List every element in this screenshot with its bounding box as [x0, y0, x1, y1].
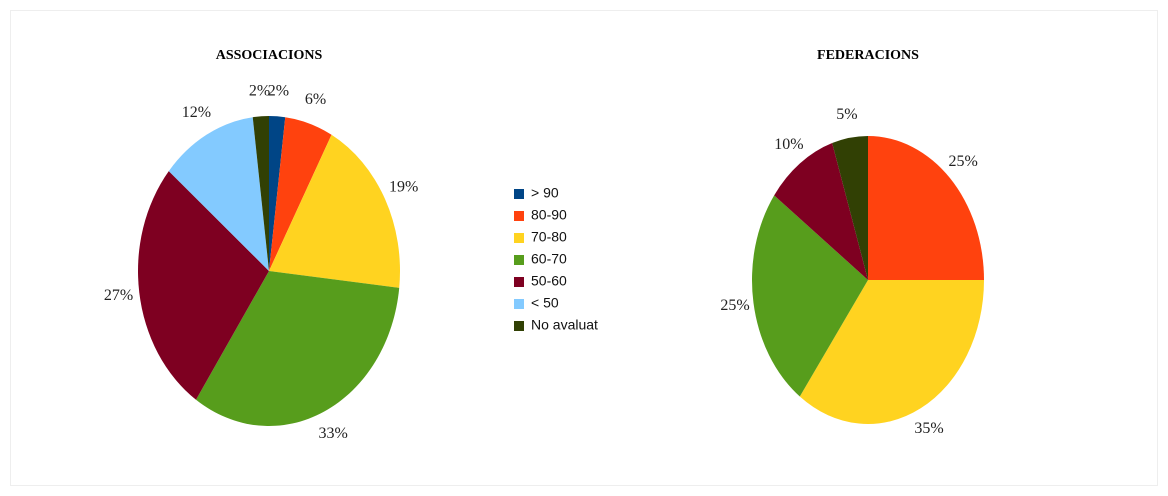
legend-swatch [514, 255, 524, 265]
data-label: 5% [836, 106, 857, 123]
legend-swatch [514, 321, 524, 331]
legend-label: 80-90 [531, 207, 567, 223]
data-label-value: 27 [104, 287, 120, 304]
pie-slice [832, 136, 868, 280]
data-label-unit: % [313, 90, 326, 107]
data-label: 27% [104, 287, 133, 304]
pie-slice [196, 271, 400, 427]
data-label: 25% [948, 153, 977, 170]
chart-title: ASSOCIACIONS [216, 48, 323, 63]
data-label: 2% [268, 82, 289, 99]
pie-slice [269, 134, 400, 288]
data-label-unit: % [276, 82, 289, 99]
data-label-value: 5 [836, 106, 844, 123]
legend-label: < 50 [531, 295, 559, 311]
pie-slice [774, 143, 868, 280]
data-label: 35% [914, 420, 943, 437]
data-label-value: 6 [305, 90, 313, 107]
data-label-unit: % [736, 297, 749, 314]
data-label-value: 25 [948, 153, 964, 170]
pie-slice [137, 171, 269, 400]
data-label-unit: % [198, 104, 211, 121]
data-label-value: 10 [774, 136, 790, 153]
legend-label: 60-70 [531, 251, 567, 267]
pie-slice [752, 195, 868, 397]
legend-swatch [514, 299, 524, 309]
data-label-value: 19 [389, 178, 405, 195]
data-label: 6% [305, 90, 326, 107]
pie-slice [799, 280, 984, 424]
data-label: 12% [182, 104, 211, 121]
legend-swatch [514, 189, 524, 199]
data-label: 19% [389, 178, 418, 195]
legend-swatch [514, 277, 524, 287]
data-label-unit: % [964, 153, 977, 170]
data-label: 25% [720, 297, 749, 314]
pie-slice [868, 136, 984, 280]
legend-label: 70-80 [531, 229, 567, 245]
data-label: 33% [318, 425, 347, 442]
data-label-value: 25 [720, 297, 736, 314]
chart-title: FEDERACIONS [817, 48, 919, 63]
data-label-value: 35 [914, 420, 930, 437]
data-label-value: 33 [318, 425, 334, 442]
legend-swatch [514, 211, 524, 221]
data-label: 2% [249, 82, 270, 99]
data-label-unit: % [844, 106, 857, 123]
legend-label: No avaluat [531, 317, 598, 333]
data-label: 10% [774, 136, 803, 153]
data-label-value: 12 [182, 104, 198, 121]
pie-slice [168, 117, 269, 271]
pie-slice [252, 116, 269, 271]
data-label-unit: % [930, 420, 943, 437]
data-label-unit: % [257, 82, 270, 99]
legend-swatch [514, 233, 524, 243]
legend-label: 50-60 [531, 273, 567, 289]
data-label-value: 2 [268, 82, 276, 99]
data-label-unit: % [405, 178, 418, 195]
pie-slice [269, 117, 332, 271]
data-label-unit: % [334, 425, 347, 442]
pie-slice [269, 116, 286, 271]
data-label-value: 2 [249, 82, 257, 99]
data-label-unit: % [120, 287, 133, 304]
legend-label: > 90 [531, 185, 559, 201]
data-label-unit: % [790, 136, 803, 153]
